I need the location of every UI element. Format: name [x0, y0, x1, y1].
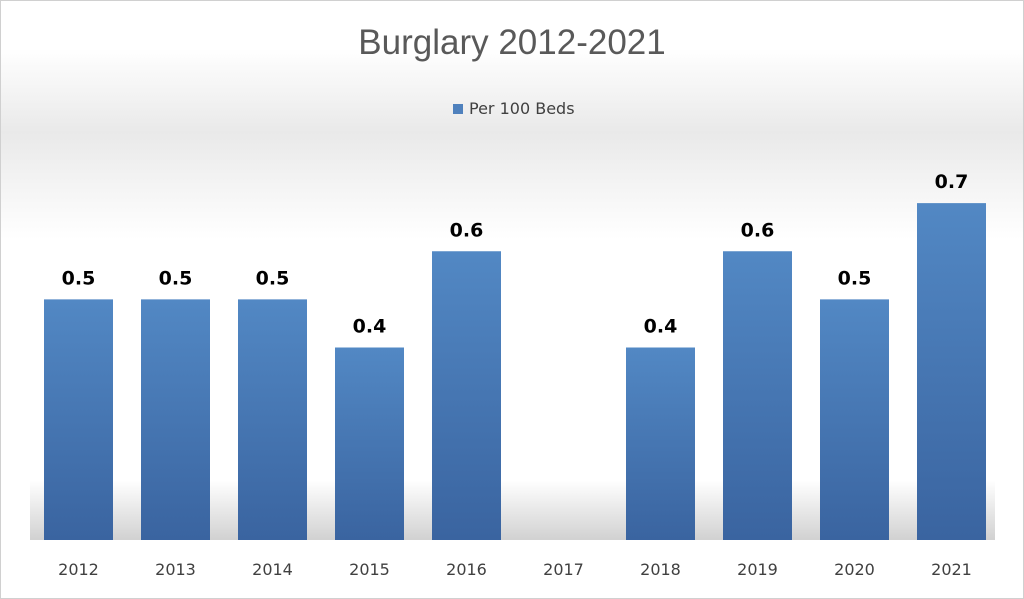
bar-2020	[820, 299, 889, 540]
x-tick-2014: 2014	[252, 560, 293, 579]
bar-2019	[723, 251, 792, 540]
data-label-2012: 0.5	[62, 267, 96, 289]
bar-2014	[238, 299, 307, 540]
x-tick-2015: 2015	[349, 560, 390, 579]
data-label-2019: 0.6	[741, 219, 775, 241]
bar-2013	[141, 299, 210, 540]
x-tick-2017: 2017	[543, 560, 584, 579]
x-tick-2018: 2018	[640, 560, 681, 579]
x-tick-2013: 2013	[155, 560, 196, 579]
bar-2018	[626, 347, 695, 540]
data-label-2014: 0.5	[256, 267, 290, 289]
legend-label: Per 100 Beds	[469, 99, 575, 118]
x-tick-2019: 2019	[737, 560, 778, 579]
data-label-2020: 0.5	[838, 267, 872, 289]
bar-2021	[917, 203, 986, 540]
bar-2015	[335, 347, 404, 540]
data-label-2015: 0.4	[353, 316, 387, 338]
legend: Per 100 Beds	[453, 99, 575, 118]
data-label-2016: 0.6	[450, 219, 484, 241]
data-label-2021: 0.7	[935, 171, 969, 193]
legend-swatch	[453, 103, 463, 114]
x-tick-2016: 2016	[446, 560, 487, 579]
bar-2016	[432, 251, 501, 540]
data-label-2018: 0.4	[644, 316, 678, 338]
data-label-2013: 0.5	[159, 267, 193, 289]
x-tick-2012: 2012	[58, 560, 99, 579]
x-tick-2020: 2020	[834, 560, 875, 579]
chart-title: Burglary 2012-2021	[358, 23, 666, 62]
bar-2012	[44, 299, 113, 540]
x-tick-2021: 2021	[931, 560, 972, 579]
